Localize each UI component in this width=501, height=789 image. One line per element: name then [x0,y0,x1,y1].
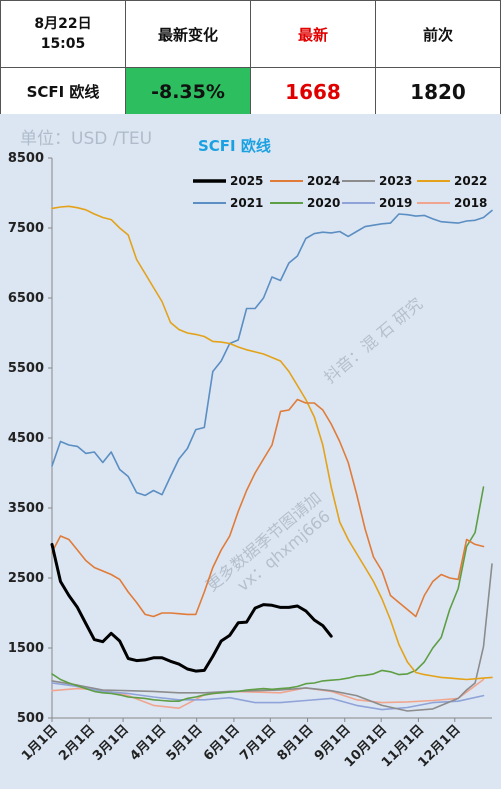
summary-table: 8月22日 15:05 最新变化 最新 前次 SCFI 欧线 -8.35% 16… [0,0,501,116]
chart-panel: 单位：USD /TEU SCFI 欧线 抖音：混 石 研究 更多数据季节图请加 … [0,114,501,789]
legend-label-2023: 2023 [379,174,412,188]
chart-svg: 单位：USD /TEU SCFI 欧线 抖音：混 石 研究 更多数据季节图请加 … [8,129,493,770]
series-line-2018 [51,678,485,710]
time-text: 15:05 [40,36,86,52]
prev-header: 前次 [375,0,501,68]
latest-header: 最新 [250,0,376,68]
series-line-2023 [51,563,493,712]
x-tick-label: 6月1日 [201,722,243,764]
x-tick-label: 7月1日 [237,722,279,764]
y-tick-label: 5500 [8,361,44,376]
y-tick-label: 7500 [8,221,44,236]
series-line-2022 [51,205,493,681]
legend-label-2021: 2021 [230,196,263,210]
change-header: 最新变化 [125,0,251,68]
legend-label-2024: 2024 [307,174,340,188]
axes: 500150025003500450055006500750085001月1日2… [8,151,492,770]
y-tick-label: 3500 [8,501,44,516]
legend-label-2022: 2022 [454,174,487,188]
legend-label-2018: 2018 [454,196,487,210]
watermark-1: 抖音：混 石 研究 [320,294,426,387]
y-tick-label: 8500 [8,151,44,166]
y-tick-label: 6500 [8,291,44,306]
y-tick-label: 2500 [8,571,44,586]
y-tick-label: 500 [17,711,44,726]
series-lines [50,205,493,712]
legend-label-2025: 2025 [230,174,263,188]
series-line-2021 [51,209,493,497]
x-tick-label: 2月1日 [56,722,98,764]
prev-value-cell: 1820 [375,67,501,116]
latest-value-cell: 1668 [250,67,376,116]
y-tick-label: 4500 [8,431,44,446]
x-tick-label: 8月1日 [275,722,317,764]
series-line-2019 [51,682,485,711]
legend-label-2019: 2019 [379,196,412,210]
series-line-2020 [51,486,485,703]
x-tick-label: 3月1日 [90,722,132,764]
legend: 2025 2024 2023 2022 2021 2020 2019 2018 [193,174,487,210]
index-name-cell: SCFI 欧线 [0,67,126,116]
chart-title: SCFI 欧线 [198,137,271,155]
series-line-2025 [50,542,333,673]
x-tick-label: 1月1日 [19,722,61,764]
y-tick-label: 1500 [8,641,44,656]
change-value-cell: -8.35% [125,67,251,116]
x-tick-label: 5月1日 [164,722,206,764]
date-text: 8月22日 [34,16,92,32]
unit-label: 单位：USD /TEU [20,129,152,149]
series-line-2024 [51,398,485,618]
x-tick-label: 4月1日 [127,722,169,764]
date-cell: 8月22日 15:05 [0,0,126,68]
legend-label-2020: 2020 [307,196,340,210]
